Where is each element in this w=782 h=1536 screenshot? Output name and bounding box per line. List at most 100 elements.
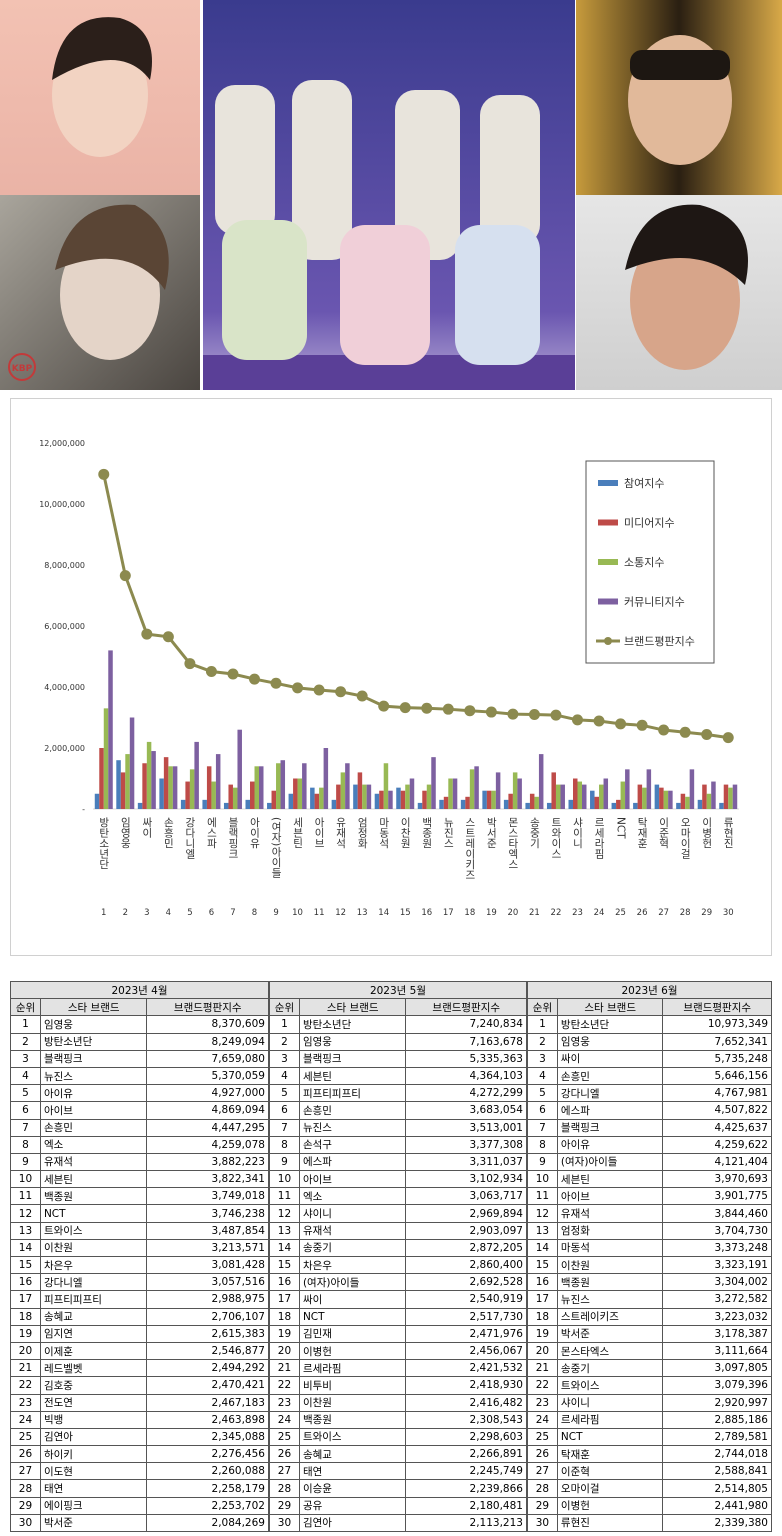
bar	[142, 763, 147, 809]
rank: 11	[526, 1187, 558, 1206]
x-tick-label: 블랙핑크	[227, 817, 239, 859]
value: 2,113,213	[405, 1513, 527, 1533]
bar	[336, 784, 341, 809]
line-point	[270, 677, 282, 689]
face	[630, 230, 740, 370]
rank: 20	[268, 1341, 300, 1361]
x-tick-label: 이준혁	[658, 817, 670, 849]
brand: 차은우	[39, 1255, 148, 1275]
table-row: 20 이병헌 2,456,067	[268, 1341, 527, 1361]
rank-label: 28	[680, 908, 691, 918]
rank: 19	[10, 1324, 41, 1343]
x-tick-label: 송중기	[528, 817, 540, 849]
value: 4,121,404	[662, 1152, 772, 1172]
rank: 5	[268, 1084, 300, 1103]
bar	[223, 802, 229, 809]
bar	[228, 784, 233, 809]
x-tick-label: 에스파	[205, 817, 217, 849]
value: 2,540,919	[405, 1290, 527, 1309]
line-point	[141, 628, 153, 640]
bar	[319, 787, 324, 809]
x-tick-label: 트와이스	[550, 817, 562, 859]
bar	[374, 793, 380, 809]
rank: 18	[10, 1307, 41, 1326]
table-row: 2 임영웅 7,163,678	[268, 1032, 527, 1051]
legend-label: 미디어지수	[624, 517, 675, 530]
value: 2,339,380	[662, 1513, 772, 1533]
value: 5,370,059	[146, 1066, 269, 1086]
table-row: 26 탁재훈 2,744,018	[526, 1445, 772, 1464]
bar	[237, 729, 242, 809]
bar	[310, 787, 315, 809]
bar	[202, 799, 207, 809]
brand: NCT	[39, 1204, 148, 1223]
value: 2,514,805	[662, 1479, 772, 1498]
hair	[52, 17, 152, 80]
bar	[495, 772, 501, 809]
table-row: 5 아이유 4,927,000	[10, 1084, 269, 1103]
bar	[582, 784, 587, 809]
bar	[159, 778, 164, 809]
brand: 엑소	[298, 1187, 407, 1206]
rank: 11	[268, 1187, 300, 1206]
bar	[577, 781, 582, 809]
line-point	[615, 718, 627, 730]
value: 2,239,866	[405, 1479, 527, 1498]
value: 4,927,000	[146, 1084, 269, 1103]
brand: 유재석	[298, 1221, 407, 1240]
table-row: 15 차은우 2,860,400	[268, 1255, 527, 1275]
bar	[232, 787, 238, 809]
brand: 류현진	[556, 1513, 664, 1533]
table-row: 2 임영웅 7,652,341	[526, 1032, 772, 1051]
table-row: 21 송중기 3,097,805	[526, 1359, 772, 1378]
bar	[396, 787, 401, 809]
table-row: 11 엑소 3,063,717	[268, 1187, 527, 1206]
rank: 15	[268, 1255, 300, 1275]
x-tick-label: 이병헌	[701, 817, 713, 849]
legend-label: 소통지수	[624, 556, 664, 569]
line-point	[205, 666, 217, 678]
value: 2,416,482	[405, 1393, 527, 1412]
bar	[503, 799, 509, 809]
table-row: 6 손흥민 3,683,054	[268, 1101, 527, 1120]
table-row: 20 이제훈 2,546,877	[10, 1341, 269, 1361]
bar	[659, 787, 664, 809]
bar	[599, 784, 604, 809]
x-tick-label: 백종원	[421, 817, 433, 849]
table-row: 10 세븐틴 3,970,693	[526, 1170, 772, 1189]
rank: 14	[10, 1238, 41, 1258]
value: 2,969,894	[405, 1204, 527, 1223]
x-tick-label: 오마이걸	[679, 817, 691, 859]
x-tick-label: 르세라핌	[593, 817, 605, 859]
y-tick-label: 10,000,000	[39, 500, 85, 509]
rank: 9	[10, 1152, 41, 1172]
x-tick-label: 엄정화	[356, 817, 368, 849]
line-point	[98, 468, 110, 480]
value: 3,311,037	[405, 1152, 527, 1172]
value: 3,063,717	[405, 1187, 527, 1206]
table-row: 19 박서준 3,178,387	[526, 1324, 772, 1343]
brand: 아이브	[298, 1170, 407, 1189]
bar	[732, 784, 738, 809]
value: 2,920,997	[662, 1393, 772, 1412]
rank: 2	[10, 1032, 41, 1051]
brand: 백종원	[556, 1273, 664, 1292]
bar	[163, 757, 169, 809]
table-row: 9 에스파 3,311,037	[268, 1152, 527, 1172]
bar	[99, 748, 104, 809]
bar	[250, 781, 255, 809]
brand: 송중기	[556, 1359, 664, 1378]
column-header: 브랜드평판지수	[146, 998, 269, 1017]
line-point	[528, 709, 540, 721]
x-tick-label: 손흥민	[162, 817, 174, 849]
table-row: 24 르세라핌 2,885,186	[526, 1410, 772, 1429]
x-tick-label: 강다니엘	[184, 817, 196, 859]
brand: 마동석	[556, 1238, 664, 1258]
value: 3,844,460	[662, 1204, 772, 1223]
rank: 24	[268, 1410, 300, 1429]
rank-label: 11	[314, 908, 325, 918]
rank: 14	[526, 1238, 558, 1258]
table-row: 9 (여자)아이들 4,121,404	[526, 1152, 772, 1172]
rank: 17	[10, 1290, 41, 1309]
rank: 13	[268, 1221, 300, 1240]
